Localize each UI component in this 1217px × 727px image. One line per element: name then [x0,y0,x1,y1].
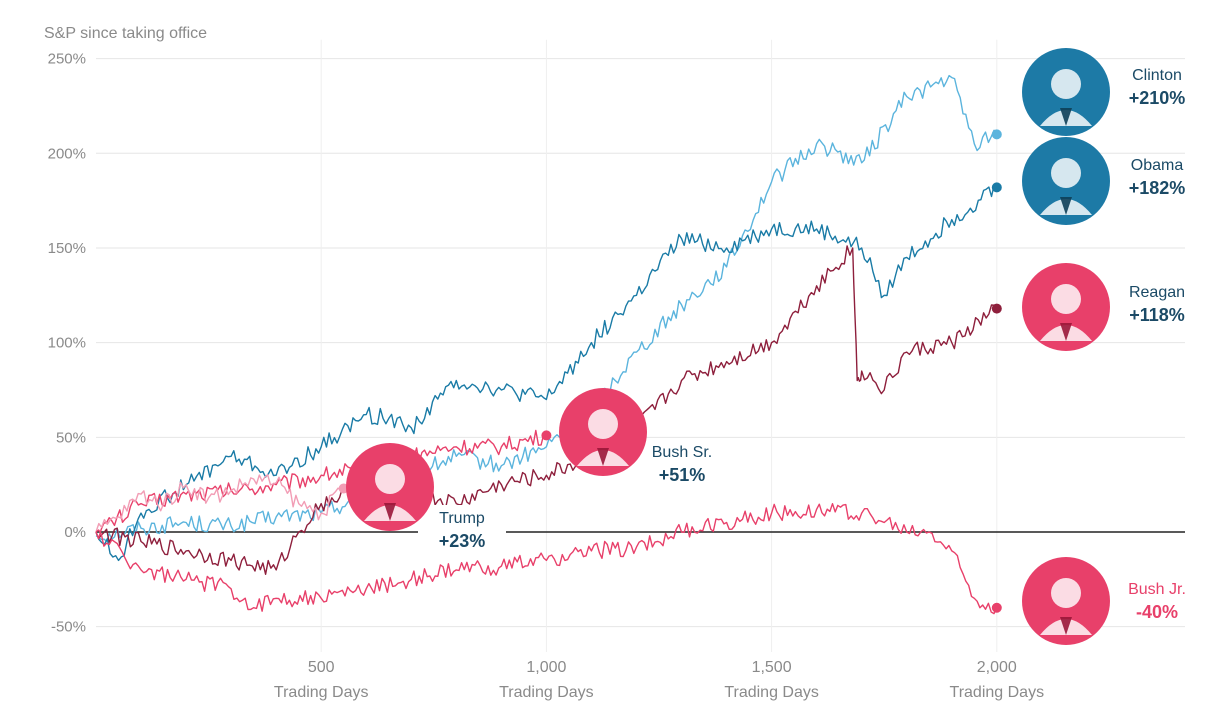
portrait-tie-icon [1060,323,1072,341]
president-return: +182% [1129,178,1186,198]
portrait-tie-icon [1060,108,1072,126]
president-return: +118% [1129,305,1185,325]
label-backdrop [418,505,506,551]
x-tick-sublabel: Trading Days [950,684,1045,701]
portrait-head-icon [1051,69,1081,99]
portrait-tie-icon [1060,617,1072,635]
x-tick-label: 1,000 [526,659,566,676]
x-tick-sublabel: Trading Days [499,684,594,701]
series-line-trump [95,474,345,533]
series-line-bush-sr- [95,429,547,540]
portrait-head-icon [588,409,618,439]
badge-clinton: Clinton +210% [1022,48,1185,136]
president-name: Trump [439,510,485,527]
badge-obama: Obama +182% [1022,137,1185,225]
chart-title: S&P since taking office [44,25,207,42]
badge-reagan: Reagan +118% [1022,263,1185,351]
end-point-reagan [991,303,1002,314]
end-point-bush-sr- [541,430,552,441]
president-return: +51% [659,465,706,485]
x-tick-label: 500 [308,659,335,676]
y-tick-label: 200% [48,145,86,162]
y-tick-label: -50% [51,619,86,636]
president-name: Bush Sr. [652,444,712,461]
x-tick-label: 1,500 [752,659,792,676]
series-line-bush-jr- [95,503,998,615]
y-tick-label: 100% [48,335,86,352]
x-tick-sublabel: Trading Days [274,684,369,701]
series-line-clinton [95,74,998,542]
president-name: Clinton [1132,67,1182,84]
series-line-reagan [95,245,998,575]
president-return: -40% [1136,602,1178,622]
president-name: Reagan [1129,284,1185,301]
y-tick-label: 0% [64,524,86,541]
y-axis: 250% 200% 150% 100% 50% 0% -50% [48,51,86,636]
x-axis: 500 Trading Days 1,000 Trading Days 1,500 Tra… [274,659,1044,701]
president-badges: Clinton +210% Obama +182% Reagan +118% Bush Sr… [346,48,1186,645]
end-point-obama [991,182,1002,193]
end-point-clinton [991,129,1002,140]
end-point-bush-jr- [991,602,1002,613]
badge-bush-sr-: Bush Sr. +51% [559,388,712,485]
president-return: +23% [439,531,486,551]
president-name: Obama [1131,157,1184,174]
x-tick-label: 2,000 [977,659,1017,676]
portrait-head-icon [1051,578,1081,608]
portrait-head-icon [1051,158,1081,188]
portrait-tie-icon [597,448,609,466]
series-lines [95,74,998,615]
y-tick-label: 150% [48,240,86,257]
y-tick-label: 250% [48,51,86,68]
y-tick-label: 50% [56,429,86,446]
badge-bush-jr-: Bush Jr. -40% [1022,557,1186,645]
badge-trump: Trump +23% [346,443,506,551]
x-tick-sublabel: Trading Days [724,684,819,701]
series-line-obama [95,184,998,562]
president-return: +210% [1129,88,1186,108]
portrait-tie-icon [384,503,396,521]
portrait-head-icon [375,464,405,494]
president-name: Bush Jr. [1128,581,1186,598]
portrait-tie-icon [1060,197,1072,215]
portrait-head-icon [1051,284,1081,314]
